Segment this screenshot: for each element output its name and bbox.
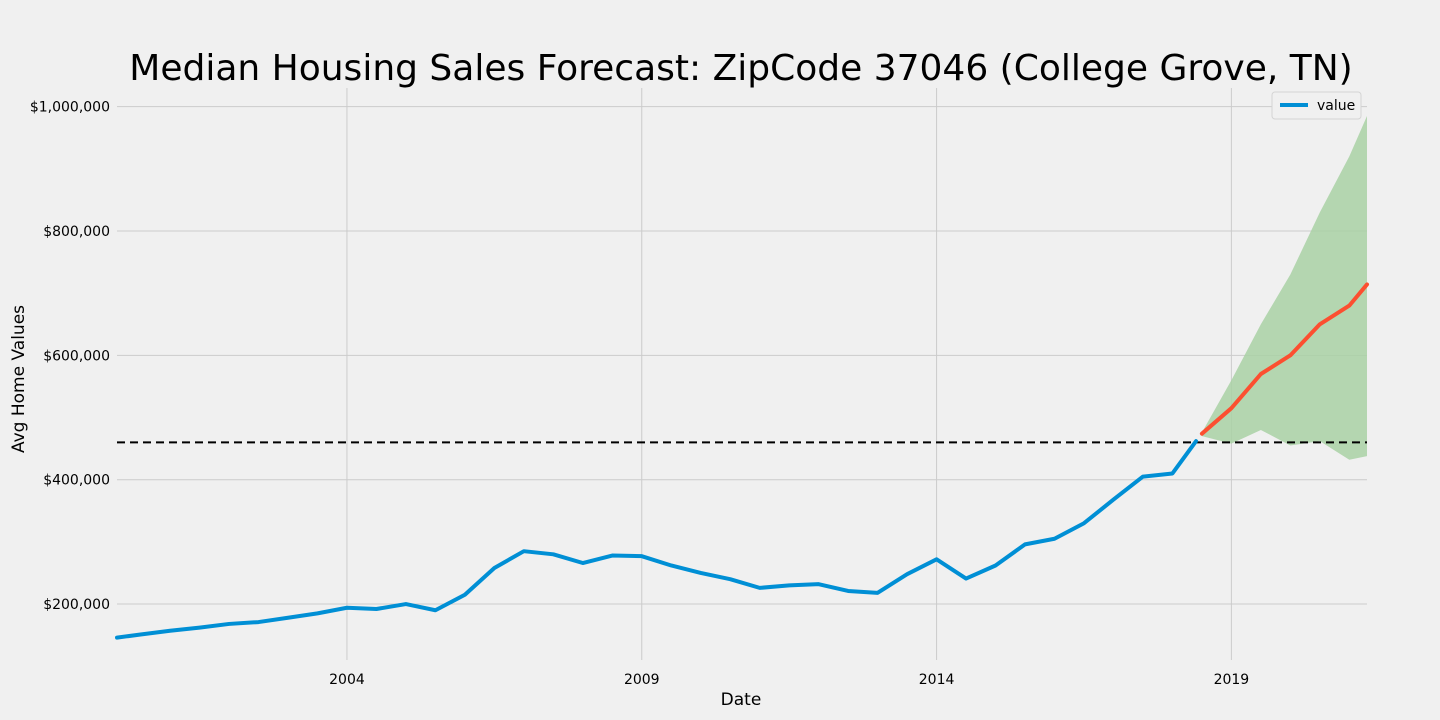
confidence-band — [1201, 115, 1367, 460]
y-tick-label: $1,000,000 — [30, 100, 110, 116]
y-tick-label: $600,000 — [43, 348, 110, 364]
series-layer — [115, 282, 1369, 640]
x-tick-label: 2004 — [329, 672, 365, 688]
x-tick-label: 2009 — [624, 672, 660, 688]
observed-line — [115, 439, 1199, 640]
chart-title: Median Housing Sales Forecast: ZipCode 3… — [129, 48, 1352, 89]
tick-labels: 2004 2009 2014 2019 $200,000 $400,000 $600,000… — [30, 100, 1249, 688]
x-tick-label: 2019 — [1214, 672, 1250, 688]
grid-lines — [117, 88, 1367, 660]
y-axis-label: Avg Home Values — [9, 305, 29, 453]
x-axis-label: Date — [721, 690, 762, 710]
legend-box — [1271, 91, 1362, 120]
y-tick-label: $800,000 — [43, 224, 110, 240]
forecast-line — [1199, 282, 1369, 436]
y-tick-label: $200,000 — [43, 597, 110, 613]
legend: value — [1271, 91, 1362, 120]
y-tick-label: $400,000 — [43, 473, 110, 489]
x-tick-label: 2014 — [919, 672, 955, 688]
legend-label-value: value — [1317, 98, 1355, 114]
confidence-band-layer — [1201, 115, 1367, 460]
